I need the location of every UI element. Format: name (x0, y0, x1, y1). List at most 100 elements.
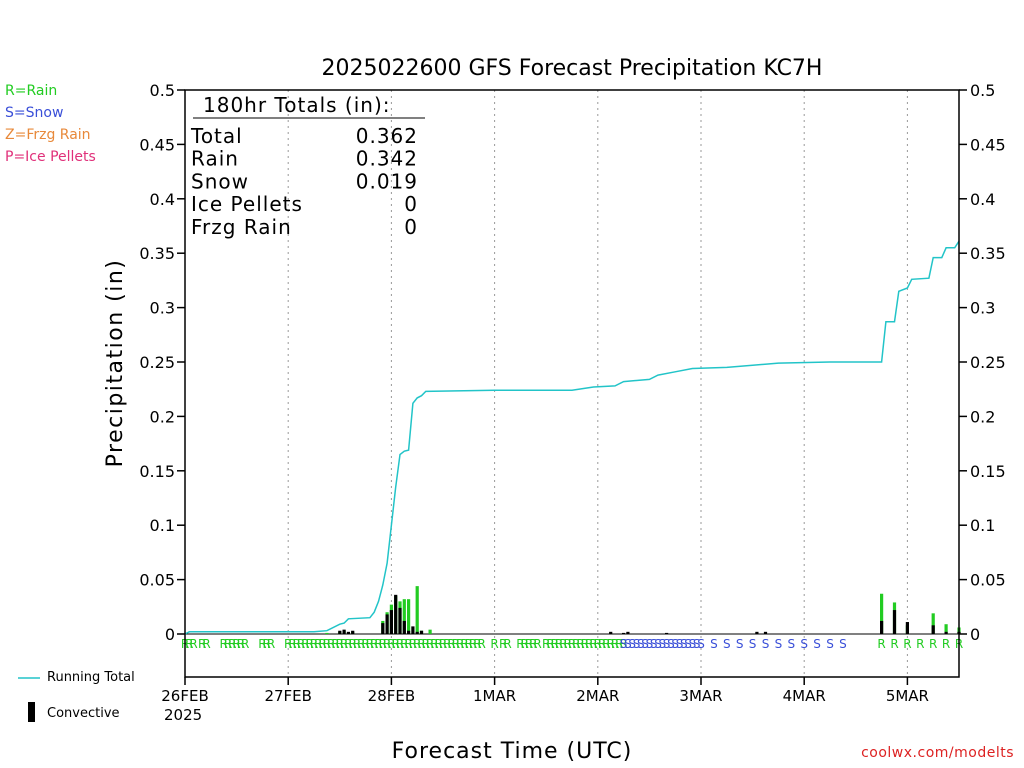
convective-bar-5 (385, 614, 389, 634)
type-letter-r-73: R (564, 637, 572, 651)
type-letter-r-90: R (916, 637, 924, 651)
precip-bar-13 (428, 629, 432, 634)
type-letter-r-17: R (297, 637, 305, 651)
x-axis: 26FEB 27FEB 28FEB 1MAR 2MAR 3MAR 4MAR 5MAR (161, 677, 929, 705)
legend-ice-pellets: P=Ice Pellets (5, 149, 96, 165)
type-letter-r-62: R (503, 637, 511, 651)
type-letter-s-13: S (676, 637, 684, 651)
type-letter-r-51: R (443, 637, 451, 651)
type-letter-r-18: R (301, 637, 309, 651)
y-tick-label-right-4: 0.2 (970, 407, 995, 426)
convective-bar-13 (419, 630, 424, 634)
type-letter-r-32: R (361, 637, 369, 651)
totals-label-2: Snow (191, 169, 249, 193)
type-letter-s-7: S (650, 637, 658, 651)
type-letter-r-57: R (469, 637, 477, 651)
type-letter-r-42: R (404, 637, 412, 651)
type-letter-s-23: S (762, 637, 770, 651)
type-letter-s-27: S (813, 637, 821, 651)
type-letter-r-46: R (422, 637, 430, 651)
type-letter-s-12: S (671, 637, 679, 651)
type-letter-r-28: R (344, 637, 352, 651)
type-letter-s-26: S (800, 637, 808, 651)
type-letter-r-5: R (220, 637, 228, 651)
type-letter-r-49: R (435, 637, 443, 651)
bottom-legend-swatches (18, 677, 40, 722)
type-letter-r-47: R (426, 637, 434, 651)
type-letter-r-22: R (318, 637, 326, 651)
type-letter-r-25: R (331, 637, 339, 651)
type-letter-r-60: R (490, 637, 498, 651)
y-tick-label-left-10: 0.5 (150, 81, 175, 100)
type-letter-r-23: R (323, 637, 331, 651)
convective-bar-8 (398, 607, 402, 634)
type-letter-s-24: S (775, 637, 783, 651)
type-letter-r-3: R (198, 637, 206, 651)
type-letter-r-78: R (585, 637, 593, 651)
y-tick-label-right-2: 0.1 (970, 516, 995, 535)
totals-label-4: Frzg Rain (191, 215, 292, 239)
type-letter-r-31: R (357, 637, 365, 651)
type-letter-r-36: R (379, 637, 387, 651)
totals-box: 180hr Totals (in): Total 0.362 Rain 0.342 Sn… (190, 93, 425, 239)
type-letter-r-71: R (555, 637, 563, 651)
x-tick-label-6: 4MAR (783, 687, 826, 705)
precip-bar-9 (402, 599, 406, 634)
legend-frzg-rain: Z=Frzg Rain (5, 127, 91, 143)
y-tick-label-left-1: 0.05 (139, 571, 175, 590)
type-letter-r-80: R (594, 637, 602, 651)
precip-bar-10 (407, 599, 411, 634)
type-letter-r-91: R (929, 637, 937, 651)
type-letter-r-13: R (267, 637, 275, 651)
type-letter-r-61: R (499, 637, 507, 651)
x-axis-title: Forecast Time (UTC) (392, 739, 633, 764)
type-letter-s-17: S (693, 637, 701, 651)
type-letter-r-85: R (615, 637, 623, 651)
type-letter-r-64: R (521, 637, 529, 651)
type-letter-r-45: R (417, 637, 425, 651)
convective-bar-6 (389, 610, 393, 634)
x-tick-label-7: 5MAR (886, 687, 929, 705)
type-letter-s-14: S (680, 637, 688, 651)
type-letter-r-10: R (241, 637, 249, 651)
y-tick-label-left-2: 0.1 (150, 516, 175, 535)
type-letter-r-74: R (568, 637, 576, 651)
type-letter-r-84: R (611, 637, 619, 651)
type-letter-r-41: R (400, 637, 408, 651)
type-letter-r-19: R (306, 637, 314, 651)
type-letter-r-72: R (559, 637, 567, 651)
y-axis-right: 0 0.05 0.1 0.15 0.2 0.25 0.3 0.35 0.4 0.45 0.5 (959, 81, 1006, 644)
y-axis-left: 0 0.05 0.1 0.15 0.2 0.25 0.3 0.35 0.4 0.45 0.5 (139, 81, 185, 644)
y-tick-label-right-8: 0.4 (970, 190, 995, 209)
type-letter-r-44: R (413, 637, 421, 651)
type-letter-s-15: S (684, 637, 692, 651)
y-tick-label-right-5: 0.25 (970, 353, 1006, 372)
type-letter-r-39: R (392, 637, 400, 651)
credit-link[interactable]: coolwx.com/modelts (861, 745, 1014, 761)
grid-layer (185, 90, 959, 677)
chart-title: 2025022600 GFS Forecast Precipitation KC… (322, 56, 823, 81)
y-tick-label-right-1: 0.05 (970, 571, 1006, 590)
convective-bar-17 (665, 632, 669, 634)
type-letter-r-54: R (456, 637, 464, 651)
type-letter-r-48: R (430, 637, 438, 651)
type-letter-s-6: S (646, 637, 654, 651)
y-tick-label-left-3: 0.15 (139, 462, 175, 481)
type-letter-r-82: R (602, 637, 610, 651)
convective-bar-21 (892, 610, 897, 634)
y-tick-label-right-9: 0.45 (970, 135, 1006, 154)
type-letter-r-1: R (185, 637, 193, 651)
type-letter-s-5: S (641, 637, 649, 651)
type-letter-r-15: R (288, 637, 296, 651)
type-letter-r-89: R (903, 637, 911, 651)
y-tick-label-left-8: 0.4 (150, 190, 175, 209)
legend-running-total: Running Total (47, 670, 135, 685)
type-letter-s-0: S (620, 637, 628, 651)
convective-bar-10 (407, 630, 411, 634)
totals-value-1: 0.342 (356, 147, 418, 171)
convective-bar-24 (944, 631, 948, 634)
totals-label-0: Total (190, 124, 243, 148)
type-letter-s-8: S (654, 637, 662, 651)
type-letter-r-9: R (237, 637, 245, 651)
